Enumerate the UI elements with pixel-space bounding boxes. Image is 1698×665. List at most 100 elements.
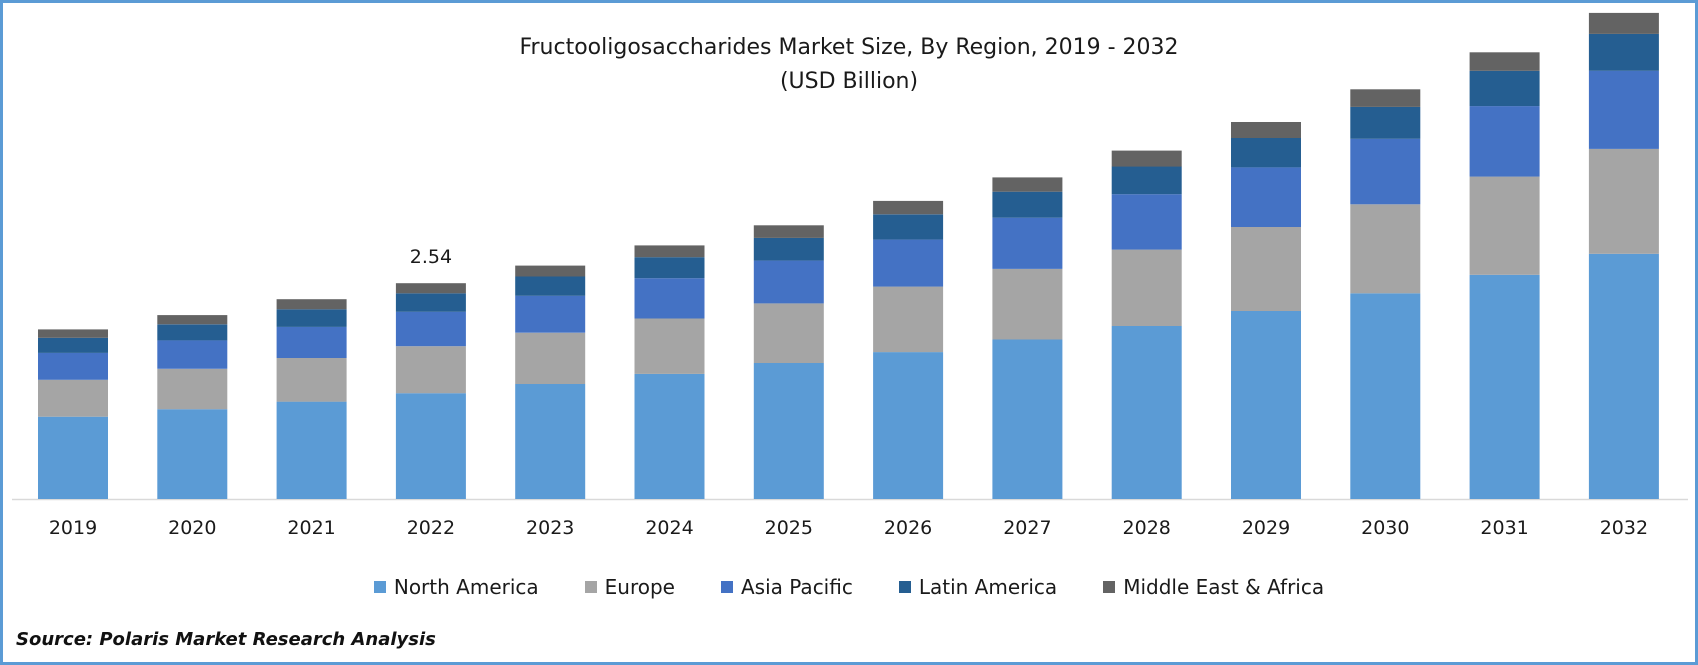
bar-segment-middle-east-africa-2021 — [276, 299, 347, 310]
legend-swatch — [1103, 581, 1116, 593]
bar-segment-latin-america-2029 — [1231, 138, 1301, 168]
bar-segment-north-america-2029 — [1231, 310, 1301, 499]
chart-subtitle: (USD Billion) — [779, 69, 919, 94]
bar-segment-middle-east-africa-2023 — [515, 265, 586, 277]
bar-segment-north-america-2027 — [992, 339, 1063, 499]
legend-swatch — [373, 581, 386, 593]
bar-segment-asia-pacific-2028 — [1111, 194, 1182, 250]
bar-segment-middle-east-africa-2032 — [1588, 12, 1659, 34]
bar-segment-north-america-2024 — [634, 373, 705, 499]
bar-segment-latin-america-2025 — [753, 237, 824, 261]
bar-segment-middle-east-africa-2024 — [634, 245, 705, 258]
bar-segment-middle-east-africa-2027 — [992, 177, 1063, 192]
bar-segment-middle-east-africa-2026 — [873, 200, 944, 215]
bar-segment-asia-pacific-2027 — [992, 217, 1063, 269]
x-tick-label-2028: 2028 — [1123, 517, 1171, 539]
bar-segment-europe-2032 — [1588, 148, 1659, 254]
legend-label: Europe — [604, 575, 675, 599]
data-label-2022: 2.54 — [410, 246, 452, 268]
bar-segment-latin-america-2026 — [873, 214, 944, 240]
bar-segment-europe-2023 — [515, 332, 586, 384]
bar-segment-asia-pacific-2022 — [395, 311, 466, 347]
bar-segment-north-america-2031 — [1469, 274, 1540, 499]
x-tick-label-2027: 2027 — [1003, 517, 1051, 539]
x-tick-label-2023: 2023 — [526, 517, 574, 539]
bar-segment-asia-pacific-2031 — [1469, 106, 1540, 177]
bar-segment-europe-2029 — [1231, 227, 1301, 311]
bar-segment-latin-america-2023 — [515, 276, 586, 296]
x-tick-label-2031: 2031 — [1480, 517, 1528, 539]
bar-segment-middle-east-africa-2022 — [395, 283, 466, 294]
bar-segment-europe-2024 — [634, 318, 705, 374]
x-tick-label-2032: 2032 — [1600, 517, 1648, 539]
bar-segment-north-america-2019 — [38, 416, 108, 499]
bar-segment-europe-2022 — [395, 346, 466, 394]
bar-segment-north-america-2032 — [1588, 253, 1659, 499]
bar-segment-north-america-2021 — [276, 401, 347, 499]
bar-segment-latin-america-2027 — [992, 191, 1063, 218]
bar-segment-middle-east-africa-2019 — [38, 329, 108, 338]
bar-segment-europe-2019 — [38, 379, 108, 417]
x-tick-label-2025: 2025 — [765, 517, 813, 539]
bar-segment-middle-east-africa-2030 — [1350, 89, 1421, 107]
legend-item-asia-pacific: Asia Pacific — [721, 575, 853, 599]
x-tick-label-2029: 2029 — [1242, 517, 1290, 539]
chart-title: Fructooligosaccharides Market Size, By R… — [519, 35, 1179, 60]
bar-segment-asia-pacific-2026 — [873, 239, 944, 287]
bar-segment-latin-america-2020 — [157, 324, 228, 341]
bar-segment-asia-pacific-2019 — [38, 352, 108, 380]
bar-segment-europe-2021 — [276, 358, 347, 402]
bar-segment-latin-america-2028 — [1111, 166, 1182, 195]
bar-segment-asia-pacific-2020 — [157, 340, 228, 369]
bar-segment-latin-america-2030 — [1350, 106, 1421, 139]
bar-segment-north-america-2026 — [873, 352, 944, 499]
bar-segment-north-america-2025 — [753, 363, 824, 499]
bar-segment-asia-pacific-2030 — [1350, 138, 1421, 205]
bar-segment-europe-2028 — [1111, 249, 1182, 326]
legend-item-latin-america: Latin America — [898, 575, 1058, 599]
legend-swatch — [721, 581, 733, 593]
source-note: Source: Polaris Market Research Analysis — [16, 629, 436, 650]
legend-label: Latin America — [918, 575, 1058, 599]
bar-segment-asia-pacific-2023 — [515, 295, 586, 333]
bar-segment-north-america-2022 — [395, 393, 466, 499]
bar-segment-middle-east-africa-2029 — [1231, 122, 1301, 138]
x-tick-label-2030: 2030 — [1361, 517, 1409, 539]
bar-segment-middle-east-africa-2031 — [1469, 52, 1540, 71]
bar-segment-asia-pacific-2029 — [1231, 167, 1301, 227]
bar-segment-north-america-2020 — [157, 409, 228, 499]
legend-label: Middle East & Africa — [1123, 575, 1325, 599]
legend-item-middle-east-africa: Middle East & Africa — [1103, 575, 1324, 599]
bar-segment-latin-america-2031 — [1469, 70, 1540, 107]
x-tick-label-2022: 2022 — [407, 517, 455, 539]
bar-segment-middle-east-africa-2028 — [1111, 150, 1182, 167]
bar-segment-north-america-2023 — [515, 384, 586, 499]
bar-segment-middle-east-africa-2025 — [753, 225, 824, 238]
legend-swatch — [898, 581, 911, 593]
bar-segment-asia-pacific-2021 — [276, 326, 347, 358]
bar-segment-north-america-2028 — [1111, 326, 1182, 499]
bar-segment-north-america-2030 — [1350, 293, 1421, 499]
bar-segment-europe-2031 — [1469, 176, 1540, 275]
bar-segment-latin-america-2022 — [395, 293, 466, 312]
bar-segment-europe-2025 — [753, 303, 824, 363]
bar-segment-europe-2020 — [157, 368, 228, 410]
legend-label: Asia Pacific — [741, 575, 853, 599]
x-tick-label-2019: 2019 — [49, 517, 97, 539]
bar-segment-europe-2027 — [992, 269, 1063, 340]
legend-item-europe: Europe — [584, 575, 675, 599]
bar-segment-latin-america-2019 — [38, 337, 108, 353]
x-tick-label-2026: 2026 — [884, 517, 932, 539]
x-tick-label-2021: 2021 — [287, 517, 335, 539]
chart-legend: North America Europe Asia Pacific Latin Ame… — [0, 575, 1698, 599]
x-tick-label-2020: 2020 — [168, 517, 216, 539]
bar-segment-asia-pacific-2032 — [1588, 70, 1659, 149]
bar-segment-asia-pacific-2025 — [753, 260, 824, 304]
x-tick-label-2024: 2024 — [645, 517, 693, 539]
bar-segment-latin-america-2024 — [634, 257, 705, 279]
bar-segment-europe-2026 — [873, 286, 944, 353]
stacked-bar-chart: 2019 2020 2021 2022 2.54 2023 2024 2025 2026 2027… — [12, 12, 1688, 539]
legend-swatch — [584, 581, 597, 593]
bar-segment-middle-east-africa-2020 — [157, 315, 228, 325]
legend-item-north-america: North America — [373, 575, 539, 599]
